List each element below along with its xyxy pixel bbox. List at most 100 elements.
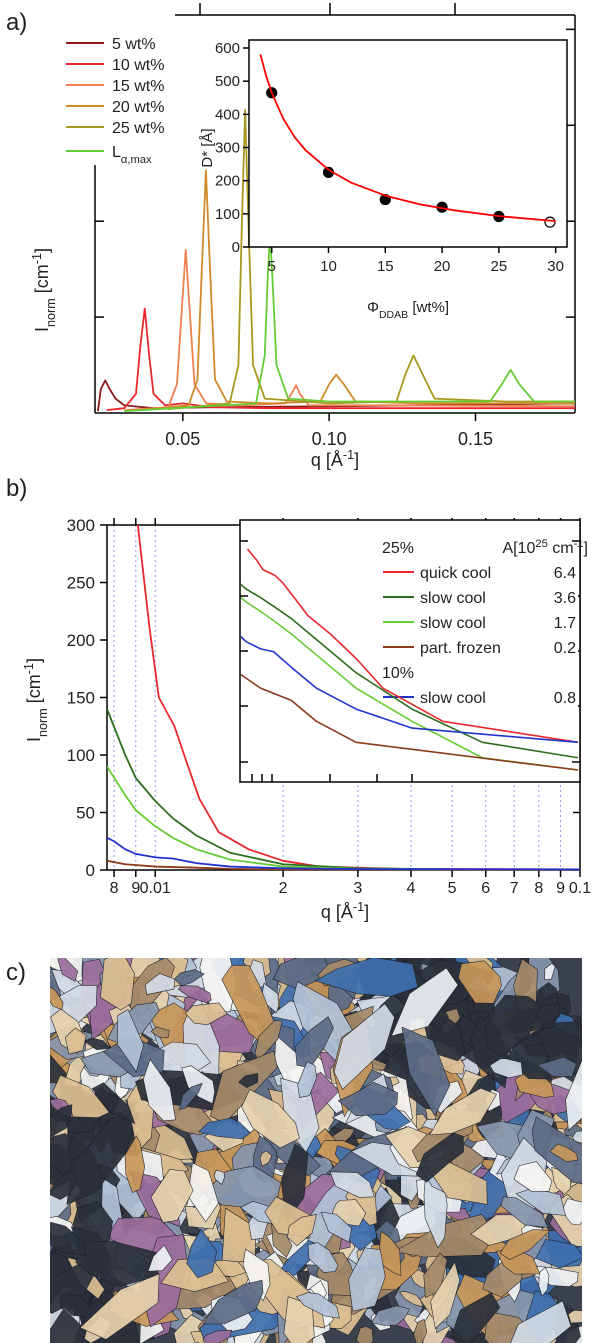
y-tick-label: 0: [232, 239, 240, 256]
legend-label: slow cool: [420, 615, 486, 632]
inset-data-line: [241, 583, 579, 759]
crystal: [348, 1247, 386, 1312]
crystal: [177, 985, 212, 1004]
x-tick-label: 4: [407, 880, 416, 897]
crystal: [50, 1308, 92, 1343]
x-tick-label: 0.10: [312, 429, 347, 449]
legend-label: Lα,max: [112, 144, 152, 166]
x-tick-label: 0.01: [140, 880, 171, 897]
y-tick-label: 200: [67, 631, 95, 650]
crystal: [337, 1081, 399, 1117]
plot-group: 0.05 0.10 0.15q [Å-1]Inorm [cm-1]5 wt%10 w…: [30, 3, 576, 470]
label-part: q [Å: [311, 450, 343, 470]
legend-label: slow cool: [420, 690, 486, 707]
crystal: [179, 1082, 203, 1110]
x-axis-label: q [Å-1]: [311, 448, 359, 470]
crystal: [513, 1161, 553, 1192]
legend-bg: [380, 586, 578, 609]
crystal: [390, 967, 459, 1037]
legend-value: 6.4: [554, 565, 576, 582]
crystal: [415, 1132, 464, 1183]
label-part: q [Å: [321, 902, 353, 922]
legend-label: quick cool: [420, 565, 491, 582]
legend-header: 25%: [382, 540, 414, 557]
legend-header: 10%: [382, 665, 414, 682]
data-line: [138, 169, 575, 412]
x-tick-label: 6: [481, 880, 490, 897]
label-part: A[10: [502, 540, 535, 557]
plot-group: [259, 54, 556, 223]
legend-value: 1.7: [554, 615, 576, 632]
label-part: norm: [36, 708, 50, 737]
x-tick-label: 2: [279, 880, 288, 897]
crystal: [538, 1266, 550, 1297]
y-tick-label: 400: [215, 106, 240, 123]
crystal: [60, 1293, 92, 1319]
legend-label: slow cool: [420, 590, 486, 607]
label-part: ]: [32, 248, 52, 253]
y-tick-label: 50: [76, 804, 95, 823]
label-part: I: [32, 327, 52, 332]
legend-label: part. frozen: [420, 640, 501, 657]
legend-bg: [380, 611, 578, 634]
crystal: [565, 1059, 582, 1132]
legend-label: 10 wt%: [112, 57, 164, 74]
y-tick-label: 200: [215, 173, 240, 190]
crystal: [280, 1143, 309, 1223]
y-tick-label: 600: [215, 40, 240, 57]
label-part: L: [112, 144, 121, 161]
x-tick-label: 15: [377, 258, 394, 275]
label-part: norm: [44, 298, 58, 327]
x-axis-label: ΦDDAB [wt%]: [367, 299, 449, 321]
crystal: [401, 1026, 451, 1117]
crystal: [457, 960, 502, 1004]
crystal: [202, 1329, 233, 1343]
x-tick-label: 3: [353, 880, 362, 897]
y-tick-label: 300: [67, 516, 95, 535]
legend-value: 3.6: [554, 590, 576, 607]
crystal: [147, 1244, 173, 1272]
crystal: [186, 1228, 218, 1279]
crystal: [484, 994, 542, 1057]
crystal: [91, 1082, 136, 1125]
crystal: [314, 958, 419, 997]
label-part: ]: [354, 450, 359, 470]
label-part: ]: [584, 540, 588, 557]
x-tick-label: 0.15: [458, 429, 493, 449]
crystal: [187, 1162, 219, 1223]
crystal: [97, 1164, 121, 1188]
y-tick-label: 300: [215, 140, 240, 157]
plot-group: [97, 109, 575, 412]
x-tick-label: 0.1: [569, 880, 591, 897]
crystal: [287, 1214, 317, 1247]
x-tick-label: 9: [556, 880, 565, 897]
data-line: [107, 859, 580, 871]
y-axis-label: D* [Å]: [199, 128, 216, 167]
legend-bg: [380, 636, 578, 659]
crystal: [295, 1292, 340, 1319]
crystal: [489, 1058, 523, 1079]
data-line: [124, 249, 575, 412]
crystal: [572, 1130, 582, 1144]
crystal: [371, 1305, 411, 1326]
legend-label: 15 wt%: [112, 78, 164, 95]
plot-group: [241, 548, 579, 771]
data-line: [97, 379, 575, 412]
crystal: [320, 1211, 352, 1243]
legend-value-header: A[1025 cm-1]: [502, 538, 588, 557]
inset-data-line: [246, 548, 579, 744]
crystal: [198, 1117, 251, 1140]
crystal: [144, 973, 176, 995]
crystal: [356, 1326, 374, 1343]
crystal: [221, 964, 277, 1051]
label-part: DDAB: [379, 309, 408, 321]
label-part: ]: [364, 902, 369, 922]
x-tick-label: 9: [131, 880, 140, 897]
crystal: [57, 958, 79, 982]
label-part: D* [Å]: [199, 128, 216, 167]
legend-bg: [380, 561, 578, 584]
crystal: [83, 1037, 111, 1051]
data-point: [544, 216, 556, 228]
